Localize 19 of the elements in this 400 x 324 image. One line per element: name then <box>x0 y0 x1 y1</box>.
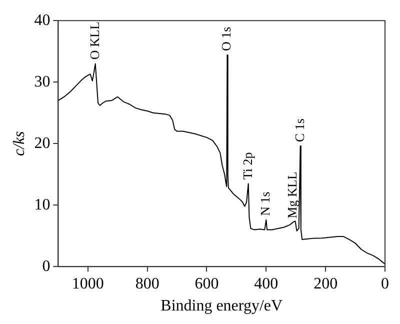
annotation: Ti 2p <box>240 152 255 180</box>
y-tick-label: 10 <box>34 196 50 214</box>
y-axis-title: c/ks <box>10 131 28 156</box>
annotation: O KLL <box>86 22 102 60</box>
y-tick-label: 30 <box>34 73 50 90</box>
x-tick-label: 800 <box>135 275 160 292</box>
y-tick-label: 0 <box>42 258 50 275</box>
y-tick-label: 20 <box>34 134 50 152</box>
x-tick-label: 1000 <box>72 275 104 292</box>
x-tick-label: 600 <box>194 275 219 292</box>
y-tick-label: 40 <box>34 12 50 29</box>
x-tick-label: 0 <box>381 275 389 292</box>
annotation: C 1s <box>292 118 307 142</box>
x-axis-title: Binding energy/eV <box>160 298 283 315</box>
x-tick-label: 200 <box>314 275 338 292</box>
annotation: O 1s <box>218 26 234 52</box>
x-tick-label: 400 <box>254 275 278 292</box>
annotation: N 1s <box>258 192 273 216</box>
annotation: Mg KLL <box>284 172 300 218</box>
